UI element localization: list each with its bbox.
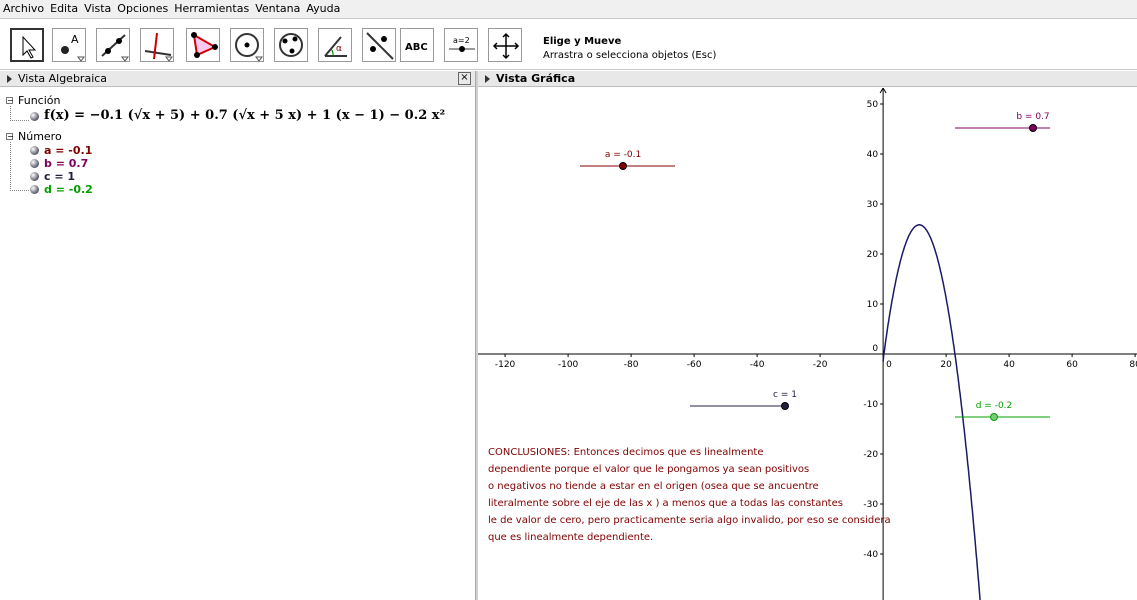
slider-point	[1029, 124, 1037, 132]
tree-line	[10, 106, 29, 121]
conclusions-line: dependiente porque el valor que le ponga…	[488, 464, 809, 475]
object-ball	[30, 146, 39, 155]
x-tick-label: 80	[1129, 360, 1137, 370]
x-tick-label: -100	[558, 360, 579, 370]
y-tick-label: -10	[863, 400, 878, 410]
slider-label: b = 0.7	[1016, 112, 1049, 122]
tool-polygon[interactable]	[186, 28, 220, 62]
menu-item[interactable]: Ventana	[255, 2, 301, 15]
graphics-view: -120-100-80-60-40-20020406080-40-30-20-1…	[478, 88, 1137, 600]
conclusions-line: le de valor de cero, pero practicamente …	[488, 515, 891, 526]
menu-bar: Archivo Edita Vista Opciones Herramientas Ven…	[0, 0, 1137, 19]
object-ball	[30, 172, 39, 181]
group-title: Número	[18, 130, 62, 143]
divider	[475, 71, 478, 600]
x-tick-label: -60	[687, 360, 702, 370]
header-title: Vista Algebraica	[18, 72, 108, 85]
conclusions-line: que es linealmente dependiente.	[488, 532, 653, 543]
object-text: a = -0.1	[44, 144, 93, 157]
x-tick-label: 0	[886, 360, 892, 370]
slider-label: c = 1	[773, 390, 797, 400]
tool-perpendicular[interactable]	[140, 28, 174, 62]
menu-item[interactable]: Vista	[84, 2, 112, 15]
y-tick-label: 50	[867, 100, 879, 110]
y-tick-label: -40	[863, 550, 878, 560]
group-toggle: −	[6, 132, 14, 141]
algebra-view: − Función f(x) = −0.1 (√x + 5) + 0.7 (√x +…	[0, 88, 475, 600]
object-text: c = 1	[44, 170, 76, 183]
menu-item[interactable]: Archivo	[3, 2, 45, 15]
tool-help: Arrastra o selecciona objetos (Esc)	[543, 50, 717, 61]
tool-point[interactable]: A	[52, 28, 86, 62]
function-curve	[882, 224, 981, 600]
y-axis-arrow	[879, 88, 887, 94]
menu-item[interactable]: Opciones	[117, 2, 169, 15]
slider-point	[619, 162, 627, 170]
x-tick-label: 20	[940, 360, 952, 370]
tool-angle[interactable]: α	[318, 28, 352, 62]
slider-label: d = -0.2	[976, 401, 1013, 411]
close-button[interactable]: ×	[458, 72, 471, 85]
slider-label: a = -0.1	[605, 150, 641, 160]
tool-circle-3[interactable]	[274, 28, 308, 62]
slider-point	[781, 402, 789, 410]
tree-line	[10, 142, 29, 191]
algebra-header: Vista Algebraica ×	[0, 71, 475, 87]
svg-text:A: A	[71, 33, 79, 46]
object-text: f(x) = −0.1 (√x + 5) + 0.7 (√x + 5 x) + …	[44, 108, 446, 123]
svg-text:α: α	[336, 44, 342, 54]
menu-item[interactable]: Herramientas	[174, 2, 250, 15]
group-title: Función	[18, 94, 61, 107]
menu-item[interactable]: Edita	[50, 2, 79, 15]
graph-header: Vista Gráfica	[478, 71, 1137, 87]
x-tick-label: -120	[495, 360, 516, 370]
object-text: b = 0.7	[44, 157, 89, 170]
x-tick-label: 60	[1066, 360, 1078, 370]
button-label: ABC	[405, 42, 428, 53]
object-ball	[30, 185, 39, 194]
group-toggle: −	[6, 96, 14, 105]
y-tick-label: 20	[867, 250, 879, 260]
x-tick-label: -20	[813, 360, 828, 370]
object-ball	[30, 159, 39, 168]
toolbar: A α ABC a=2 Elige y Mueve Arrastra o sel…	[0, 19, 1137, 70]
y-tick-label: -20	[863, 450, 878, 460]
y-tick-label: 0	[872, 344, 878, 354]
menu-item[interactable]: Ayuda	[306, 2, 341, 15]
y-tick-label: 40	[867, 150, 879, 160]
button-label: a=2	[453, 36, 470, 45]
x-tick-label: -80	[624, 360, 639, 370]
conclusions-line: o negativos no tiende a estar en el orig…	[488, 481, 819, 492]
object-text: d = -0.2	[44, 183, 93, 196]
tool-name: Elige y Mueve	[543, 36, 622, 47]
y-tick-label: 10	[867, 300, 879, 310]
tool-move[interactable]	[10, 28, 44, 62]
slider-point	[990, 413, 998, 421]
tool-slider[interactable]: a=2	[444, 28, 478, 62]
x-tick-label: 40	[1003, 360, 1015, 370]
tool-line[interactable]	[96, 28, 130, 62]
object-ball	[30, 112, 39, 121]
y-tick-label: -30	[863, 500, 878, 510]
tool-reflect[interactable]	[362, 28, 396, 62]
tool-circle[interactable]	[230, 28, 264, 62]
conclusions-line: literalmente sobre el eje de las x ) a m…	[488, 498, 843, 509]
header-title: Vista Gráfica	[496, 72, 576, 85]
x-tick-label: -40	[750, 360, 765, 370]
tool-move-view[interactable]	[488, 28, 522, 62]
tool-text[interactable]: ABC	[400, 28, 434, 62]
y-tick-label: 30	[867, 200, 879, 210]
conclusions-line: CONCLUSIONES: Entonces decimos que es li…	[488, 447, 763, 458]
